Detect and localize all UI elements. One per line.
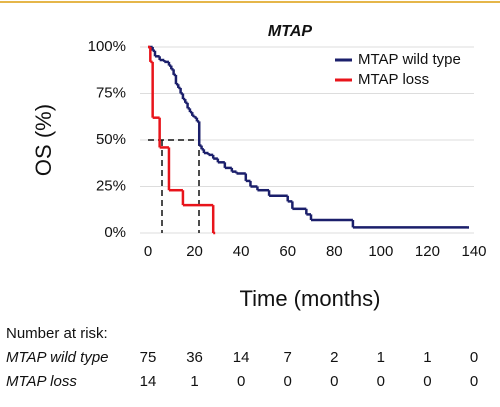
x-tick-label: 20 [186, 243, 203, 260]
x-tick-label: 40 [233, 243, 250, 260]
legend-label: MTAP loss [358, 71, 429, 88]
x-tick-label: 60 [279, 243, 296, 260]
series-1 [148, 45, 216, 235]
y-tick-label: 0% [104, 224, 126, 241]
risk-value: 36 [186, 349, 203, 366]
x-tick-label: 120 [415, 243, 440, 260]
risk-value: 0 [284, 373, 292, 390]
risk-value: 1 [190, 373, 198, 390]
risk-value: 0 [330, 373, 338, 390]
y-tick-label: 50% [96, 131, 126, 148]
risk-value: 0 [470, 349, 478, 366]
y-tick-label: 100% [88, 38, 126, 55]
risk-value: 75 [140, 349, 157, 366]
median-lines [148, 139, 200, 233]
risk-value: 0 [470, 373, 478, 390]
legend-label: MTAP wild type [358, 51, 461, 68]
risk-value: 7 [284, 349, 292, 366]
risk-value: 2 [330, 349, 338, 366]
risk-value: 1 [377, 349, 385, 366]
risk-value: 0 [377, 373, 385, 390]
x-tick-label: 140 [461, 243, 486, 260]
risk-row-label: MTAP loss [6, 373, 77, 390]
x-tick-label: 0 [144, 243, 152, 260]
x-axis-label: Time (months) [240, 286, 381, 311]
chart-title: MTAP [268, 23, 312, 40]
y-tick-label: 75% [96, 84, 126, 101]
risk-value: 0 [237, 373, 245, 390]
x-tick-label: 100 [368, 243, 393, 260]
risk-value: 14 [140, 373, 157, 390]
risk-table-title: Number at risk: [6, 325, 108, 342]
series-0 [148, 45, 470, 229]
y-axis-label: OS (%) [31, 104, 56, 176]
risk-row-label: MTAP wild type [6, 349, 109, 366]
risk-value: 0 [423, 373, 431, 390]
y-tick-label: 25% [96, 177, 126, 194]
risk-value: 14 [233, 349, 250, 366]
x-tick-label: 80 [326, 243, 343, 260]
risk-value: 1 [423, 349, 431, 366]
